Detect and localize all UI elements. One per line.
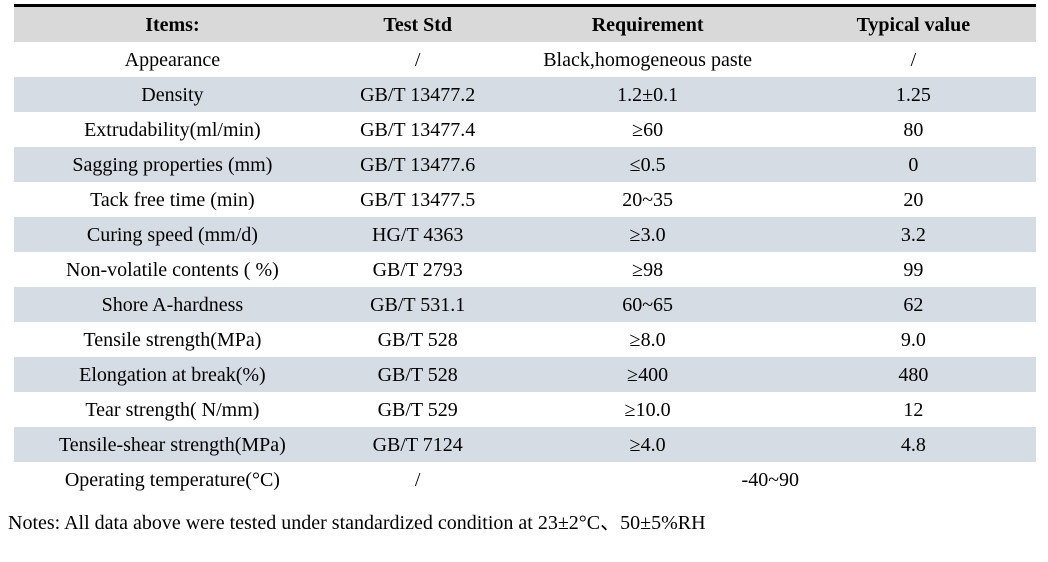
std-cell: HG/T 4363 xyxy=(330,217,505,252)
typ-cell: 3.2 xyxy=(790,217,1036,252)
std-cell: GB/T 529 xyxy=(377,398,458,421)
notes-text: Notes: All data above were tested under … xyxy=(8,512,706,534)
typ-cell: 480 xyxy=(790,357,1036,392)
table-row-tack-free-time: Tack free time (min) GB/T 13477.5 20~35 … xyxy=(14,182,1036,217)
spec-table: Items: Test Std Requirement Typical valu… xyxy=(14,4,1036,497)
std-cell: GB/T 531.1 xyxy=(330,287,505,322)
table-row-sagging: Sagging properties (mm) GB/T 13477.6 ≤0.… xyxy=(14,147,1036,182)
item-cell: Elongation at break(%) xyxy=(14,357,331,392)
typ-cell: 80 xyxy=(903,118,924,141)
std-cell: GB/T 13477.4 xyxy=(360,118,476,141)
req-cell: ≥60 xyxy=(632,118,664,141)
table-row-tear-strength: Tear strength( N/mm) GB/T 529 ≥10.0 12 xyxy=(14,392,1036,427)
req-cell: 60~65 xyxy=(504,287,791,322)
column-header-typical-value: Typical value xyxy=(790,5,1036,42)
item-cell: Tensile-shear strength(MPa) xyxy=(14,427,331,462)
std-cell: / xyxy=(414,48,421,71)
column-header-requirement: Requirement xyxy=(504,5,791,42)
typ-cell: / xyxy=(910,48,917,71)
item-cell: Operating temperature(°C) xyxy=(64,468,280,491)
req-cell: ≥8.0 xyxy=(629,328,666,351)
table-row-tensile-strength: Tensile strength(MPa) GB/T 528 ≥8.0 9.0 xyxy=(14,322,1036,357)
typ-cell: 99 xyxy=(903,258,924,281)
std-cell: GB/T 13477.6 xyxy=(330,147,505,182)
item-cell: Shore A-hardness xyxy=(14,287,331,322)
req-cell: ≥4.0 xyxy=(504,427,791,462)
req-cell: ≥98 xyxy=(632,258,664,281)
typ-cell: 1.25 xyxy=(790,77,1036,112)
table-row-shore-hardness: Shore A-hardness GB/T 531.1 60~65 62 xyxy=(14,287,1036,322)
typ-cell: 12 xyxy=(903,398,924,421)
std-cell: / xyxy=(414,468,421,491)
req-cell: ≥10.0 xyxy=(624,398,671,421)
item-cell: Sagging properties (mm) xyxy=(14,147,331,182)
req-cell: ≥3.0 xyxy=(504,217,791,252)
column-header-test-std: Test Std xyxy=(330,5,505,42)
req-cell: 20~35 xyxy=(622,188,674,211)
item-cell: Extrudability(ml/min) xyxy=(84,118,261,141)
table-row-operating-temperature: Operating temperature(°C) / -40~90 xyxy=(14,462,1036,497)
typ-cell: 9.0 xyxy=(900,328,926,351)
typ-cell: 20 xyxy=(903,188,924,211)
column-header-items: Items: xyxy=(14,5,331,42)
req-cell: 1.2±0.1 xyxy=(504,77,791,112)
typ-cell: 62 xyxy=(790,287,1036,322)
table-row-extrudability: Extrudability(ml/min) GB/T 13477.4 ≥60 8… xyxy=(14,112,1036,147)
std-cell: GB/T 528 xyxy=(377,328,458,351)
item-cell: Tear strength( N/mm) xyxy=(85,398,260,421)
req-cell: ≤0.5 xyxy=(504,147,791,182)
item-cell: Appearance xyxy=(124,48,221,71)
typ-cell: 4.8 xyxy=(790,427,1036,462)
item-cell: Tack free time (min) xyxy=(90,188,255,211)
req-cell: Black,homogeneous paste xyxy=(543,48,753,71)
std-cell: GB/T 2793 xyxy=(372,258,463,281)
item-cell: Tensile strength(MPa) xyxy=(83,328,262,351)
std-cell: GB/T 528 xyxy=(330,357,505,392)
table-row-elongation: Elongation at break(%) GB/T 528 ≥400 480 xyxy=(14,357,1036,392)
typ-cell: 0 xyxy=(790,147,1036,182)
req-cell: ≥400 xyxy=(504,357,791,392)
req-cell-spanned: -40~90 xyxy=(741,468,800,491)
table-header-row: Items: Test Std Requirement Typical valu… xyxy=(14,5,1036,42)
table-row-curing-speed: Curing speed (mm/d) HG/T 4363 ≥3.0 3.2 xyxy=(14,217,1036,252)
table-row-appearance: Appearance / Black,homogeneous paste / xyxy=(14,42,1036,77)
item-cell: Non-volatile contents ( %) xyxy=(66,258,279,281)
std-cell: GB/T 13477.5 xyxy=(360,188,476,211)
table-row-density: Density GB/T 13477.2 1.2±0.1 1.25 xyxy=(14,77,1036,112)
item-cell: Density xyxy=(14,77,331,112)
item-cell: Curing speed (mm/d) xyxy=(14,217,331,252)
std-cell: GB/T 13477.2 xyxy=(330,77,505,112)
table-row-non-volatile: Non-volatile contents ( %) GB/T 2793 ≥98… xyxy=(14,252,1036,287)
std-cell: GB/T 7124 xyxy=(330,427,505,462)
table-row-tensile-shear: Tensile-shear strength(MPa) GB/T 7124 ≥4… xyxy=(14,427,1036,462)
